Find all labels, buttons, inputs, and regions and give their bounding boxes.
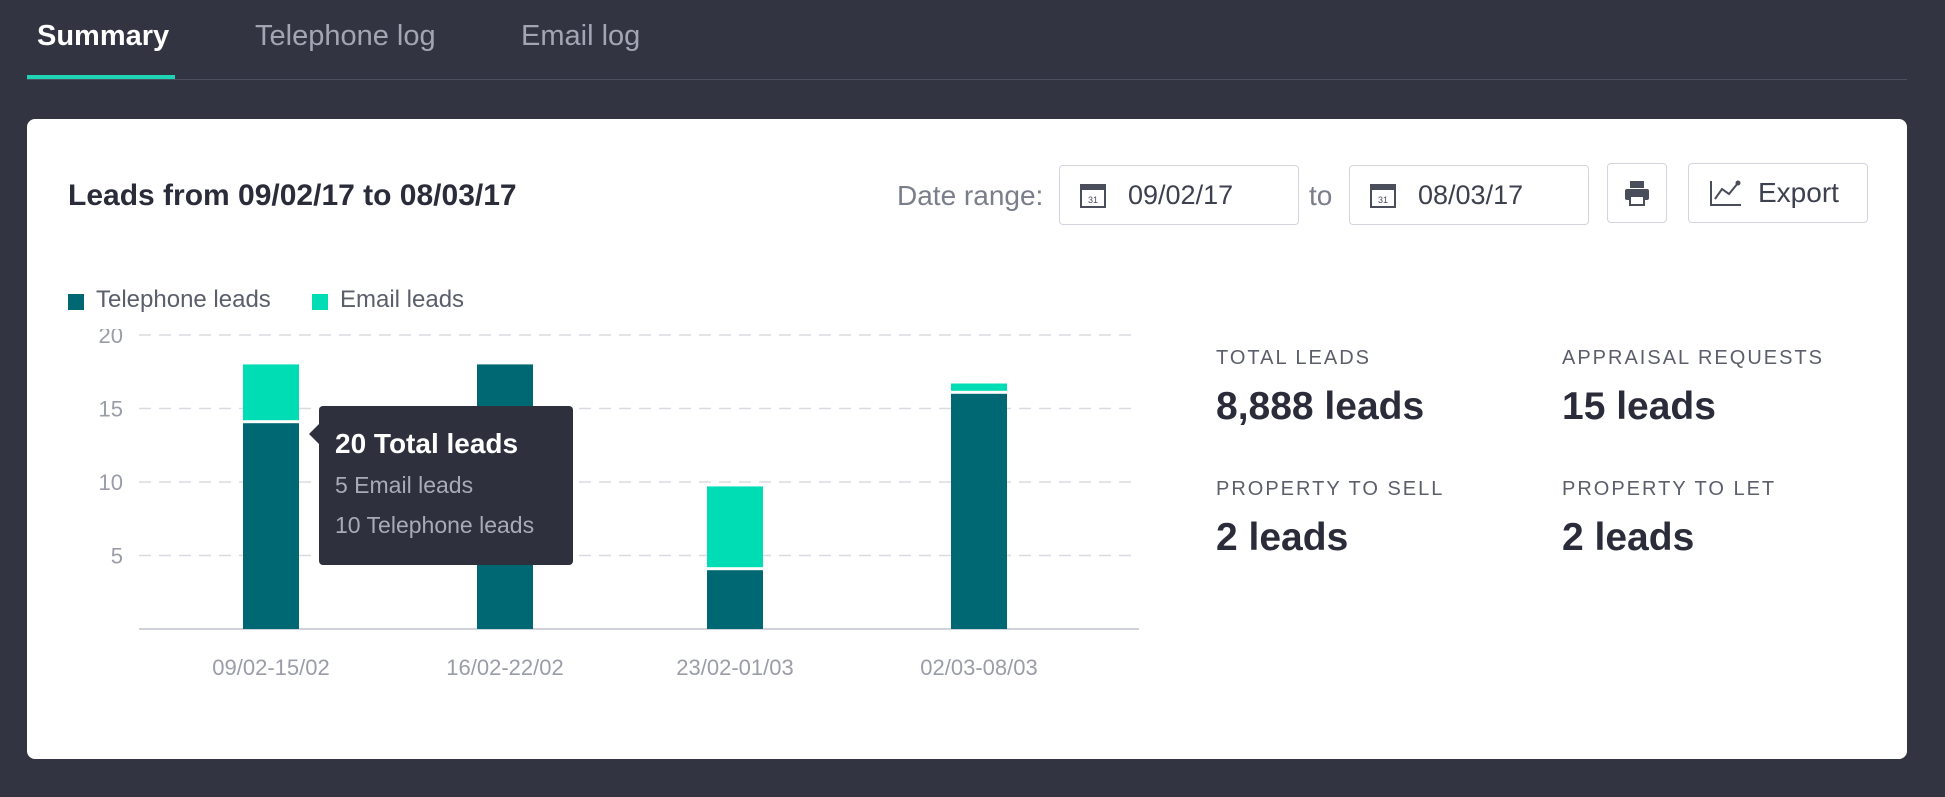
bar-email	[243, 364, 299, 421]
bar-email	[951, 383, 1007, 391]
page-title: Leads from 09/02/17 to 08/03/17	[68, 179, 517, 212]
legend-swatch-email	[312, 294, 328, 310]
from-date-value: 09/02/17	[1128, 180, 1234, 210]
x-tick-label: 16/02-22/02	[446, 655, 563, 680]
to-date-value: 08/03/17	[1418, 180, 1524, 210]
print-button[interactable]	[1607, 163, 1667, 223]
tab-email-log[interactable]: Email log	[521, 20, 641, 52]
stat-value-property-to-sell: 2 leads	[1216, 516, 1349, 559]
tab-bar: Summary Telephone log Email log	[27, 0, 1907, 80]
to-date-input[interactable]: 31 08/03/17	[1349, 165, 1589, 225]
chart-tooltip: 20 Total leads 5 Email leads 10 Telephon…	[309, 406, 573, 565]
y-tick-label: 10	[99, 470, 123, 495]
stat-value-total-leads: 8,888 leads	[1216, 385, 1425, 428]
bar-telephone	[951, 393, 1007, 629]
printer-icon	[1625, 181, 1649, 206]
bar-telephone	[243, 423, 299, 629]
line-chart-icon	[1710, 180, 1741, 206]
stat-label-total-leads: TOTAL LEADS	[1216, 347, 1372, 369]
legend-label-telephone: Telephone leads	[96, 286, 271, 313]
tooltip-total: 20 Total leads	[335, 428, 519, 459]
calendar-day: 31	[1378, 195, 1388, 205]
tooltip-arrow	[309, 424, 319, 444]
summary-card: Leads from 09/02/17 to 08/03/17 Date ran…	[27, 119, 1907, 759]
calendar-day: 31	[1088, 195, 1098, 205]
stat-value-property-to-let: 2 leads	[1562, 516, 1695, 559]
export-button[interactable]: Export	[1688, 163, 1868, 223]
tab-summary[interactable]: Summary	[37, 20, 170, 52]
to-label: to	[1309, 180, 1333, 211]
legend-swatch-telephone	[68, 294, 84, 310]
x-tick-label: 02/03-08/03	[920, 655, 1037, 680]
from-date-input[interactable]: 31 09/02/17	[1059, 165, 1299, 225]
bar-email	[707, 486, 763, 568]
calendar-icon: 31	[1080, 184, 1106, 208]
bar-telephone	[707, 570, 763, 629]
leads-bar-chart: 5 10 15 20 09/02-15/02 16/02-22/02 23/02-01/03…	[99, 329, 1139, 680]
stat-label-appraisal-requests: APPRAISAL REQUESTS	[1562, 347, 1824, 369]
y-tick-label: 20	[99, 329, 123, 348]
stat-value-appraisal-requests: 15 leads	[1562, 385, 1716, 428]
legend-label-email: Email leads	[340, 286, 465, 313]
x-tick-label: 23/02-01/03	[676, 655, 793, 680]
y-tick-label: 15	[99, 397, 123, 422]
tab-telephone-log[interactable]: Telephone log	[255, 20, 436, 52]
date-range-label: Date range:	[897, 180, 1044, 211]
stat-label-property-to-sell: PROPERTY TO SELL	[1216, 478, 1445, 500]
tooltip-email: 5 Email leads	[335, 472, 474, 498]
tooltip-telephone: 10 Telephone leads	[335, 512, 535, 538]
calendar-icon: 31	[1370, 184, 1396, 208]
y-tick-label: 5	[111, 544, 123, 569]
stat-label-property-to-let: PROPERTY TO LET	[1562, 478, 1777, 500]
x-tick-label: 09/02-15/02	[212, 655, 329, 680]
export-label: Export	[1758, 177, 1839, 208]
active-tab-indicator	[27, 75, 175, 79]
